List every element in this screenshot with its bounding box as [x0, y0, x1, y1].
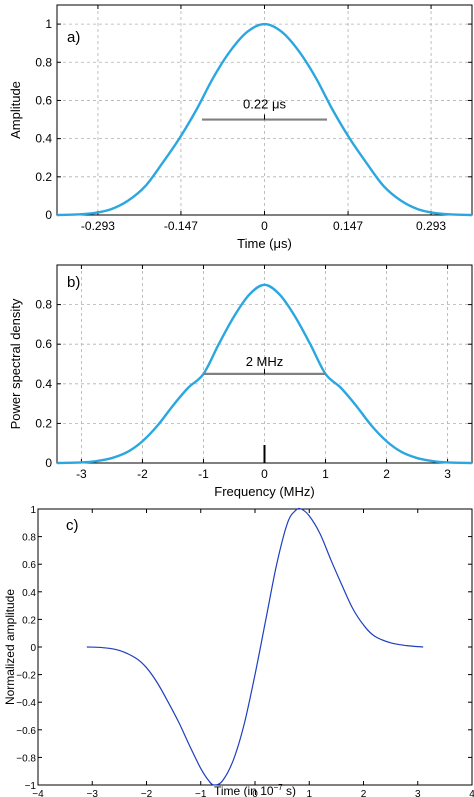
panel-c-y-tick-label-3: −0.4	[16, 698, 36, 709]
panel-c-y-tick-label-9: 0.8	[22, 533, 36, 544]
panel-c-ticks: −4 −3 −2 −1 0 1 2 3 4 −1 −0.8 −0.6 −0.4 −0.2 0 0.2 0.4 0.…	[16, 505, 474, 797]
panel-a-x-tick-label-2: 0	[261, 219, 268, 233]
panel-a-grid	[57, 5, 472, 216]
panel-c-x-tick-label-3: −1	[195, 789, 207, 797]
panel-c-x-tick-label-8: 4	[469, 789, 474, 797]
panel-c-y-tick-label-8: 0.6	[22, 560, 36, 571]
panel-c-x-tick-label-1: −3	[87, 789, 99, 797]
panel-b-x-tick-label-3: 0	[261, 467, 268, 481]
panel-b-x-tick-label-0: -3	[76, 467, 87, 481]
panel-c-y-tick-label-10: 1	[30, 505, 36, 516]
panel-a-ticks: -0.293 -0.147 0 0.147 0.293 0 0.2 0.4 0.6 0.8 1	[35, 5, 472, 233]
panel-b-y-tick-label-3: 0.6	[35, 337, 52, 351]
panel-a-y-tick-label-0: 0	[45, 208, 52, 222]
panel-c-y-axis-label: Normalized amplitude	[3, 589, 17, 705]
panel-c-x-axis-label-exponent: −7	[274, 783, 284, 792]
panel-b-x-tick-label-1: -2	[137, 467, 148, 481]
panel-a-x-tick-label-1: -0.147	[164, 219, 198, 233]
panel-c-y-tick-label-2: −0.6	[16, 726, 36, 737]
panel-b: -3 -2 -1 0 1 2 3 0 0.2 0.4 0.6 0.8 2 MHz b) Frequen…	[8, 264, 473, 499]
panel-a-x-tick-label-4: 0.293	[416, 219, 446, 233]
panel-b-y-tick-label-2: 0.4	[35, 377, 52, 391]
panel-c-x-axis-label-suffix: s)	[283, 784, 296, 797]
panel-b-x-tick-label-2: -1	[198, 467, 209, 481]
panel-a-y-tick-label-1: 0.2	[35, 170, 52, 184]
panel-a: -0.293 -0.147 0 0.147 0.293 0 0.2 0.4 0.6 0.8 1 0.…	[8, 4, 473, 251]
panel-c-y-tick-label-4: −0.2	[16, 671, 36, 682]
panel-c: −4 −3 −2 −1 0 1 2 3 4 −1 −0.8 −0.6 −0.4 −0.2 0 0.2 0.4 0.…	[3, 505, 474, 797]
panel-b-x-tick-label-4: 1	[322, 467, 329, 481]
panel-c-x-tick-label-0: −4	[32, 789, 44, 797]
panel-c-x-tick-label-2: −2	[141, 789, 153, 797]
panel-a-y-tick-label-5: 1	[45, 17, 52, 31]
panel-c-x-tick-label-6: 2	[361, 789, 367, 797]
panel-a-y-axis-label: Amplitude	[8, 81, 23, 139]
panel-a-x-axis-label: Time (μs)	[237, 236, 292, 251]
panel-c-x-tick-label-4: 0	[252, 789, 258, 797]
panel-c-label: c)	[66, 517, 79, 534]
panel-a-x-tick-label-3: 0.147	[333, 219, 363, 233]
panel-b-x-tick-label-6: 3	[444, 467, 451, 481]
panel-c-x-tick-label-7: 3	[415, 789, 421, 797]
panel-a-y-tick-label-3: 0.6	[35, 93, 52, 107]
panel-c-y-tick-label-0: −1	[25, 781, 37, 792]
panel-b-y-tick-label-0: 0	[45, 456, 52, 470]
panel-b-y-axis-label: Power spectral density	[8, 298, 23, 429]
panel-b-y-tick-label-4: 0.8	[35, 298, 52, 312]
panel-c-y-tick-label-7: 0.4	[22, 588, 36, 599]
panel-c-series-line	[86, 507, 424, 786]
panel-c-x-axis-label: Time (in 10−7 s)	[214, 783, 296, 797]
panel-b-y-tick-label-1: 0.2	[35, 416, 52, 430]
panel-a-y-tick-label-2: 0.4	[35, 132, 52, 146]
panel-b-width-label: 2 MHz	[246, 354, 284, 369]
panel-b-series-line	[56, 283, 473, 465]
panel-b-label: b)	[67, 274, 80, 291]
panel-a-series-line	[56, 22, 473, 217]
panel-a-label: a)	[67, 29, 80, 46]
panel-b-grid	[57, 265, 472, 464]
panel-b-ticks: -3 -2 -1 0 1 2 3 0 0.2 0.4 0.6 0.8	[35, 265, 472, 481]
panel-c-y-tick-label-6: 0.2	[22, 615, 36, 626]
panel-a-width-label: 0.22 μs	[243, 97, 286, 112]
panel-c-y-tick-label-5: 0	[30, 643, 36, 654]
panel-b-x-axis-label: Frequency (MHz)	[214, 484, 314, 499]
panel-c-x-tick-label-5: 1	[306, 789, 312, 797]
panel-c-y-tick-label-1: −0.8	[16, 753, 36, 764]
panel-b-x-tick-label-5: 2	[383, 467, 390, 481]
panel-a-x-tick-label-0: -0.293	[81, 219, 115, 233]
panel-c-x-axis-label-prefix: Time (in 10	[214, 784, 274, 797]
panel-a-y-tick-label-4: 0.8	[35, 55, 52, 69]
